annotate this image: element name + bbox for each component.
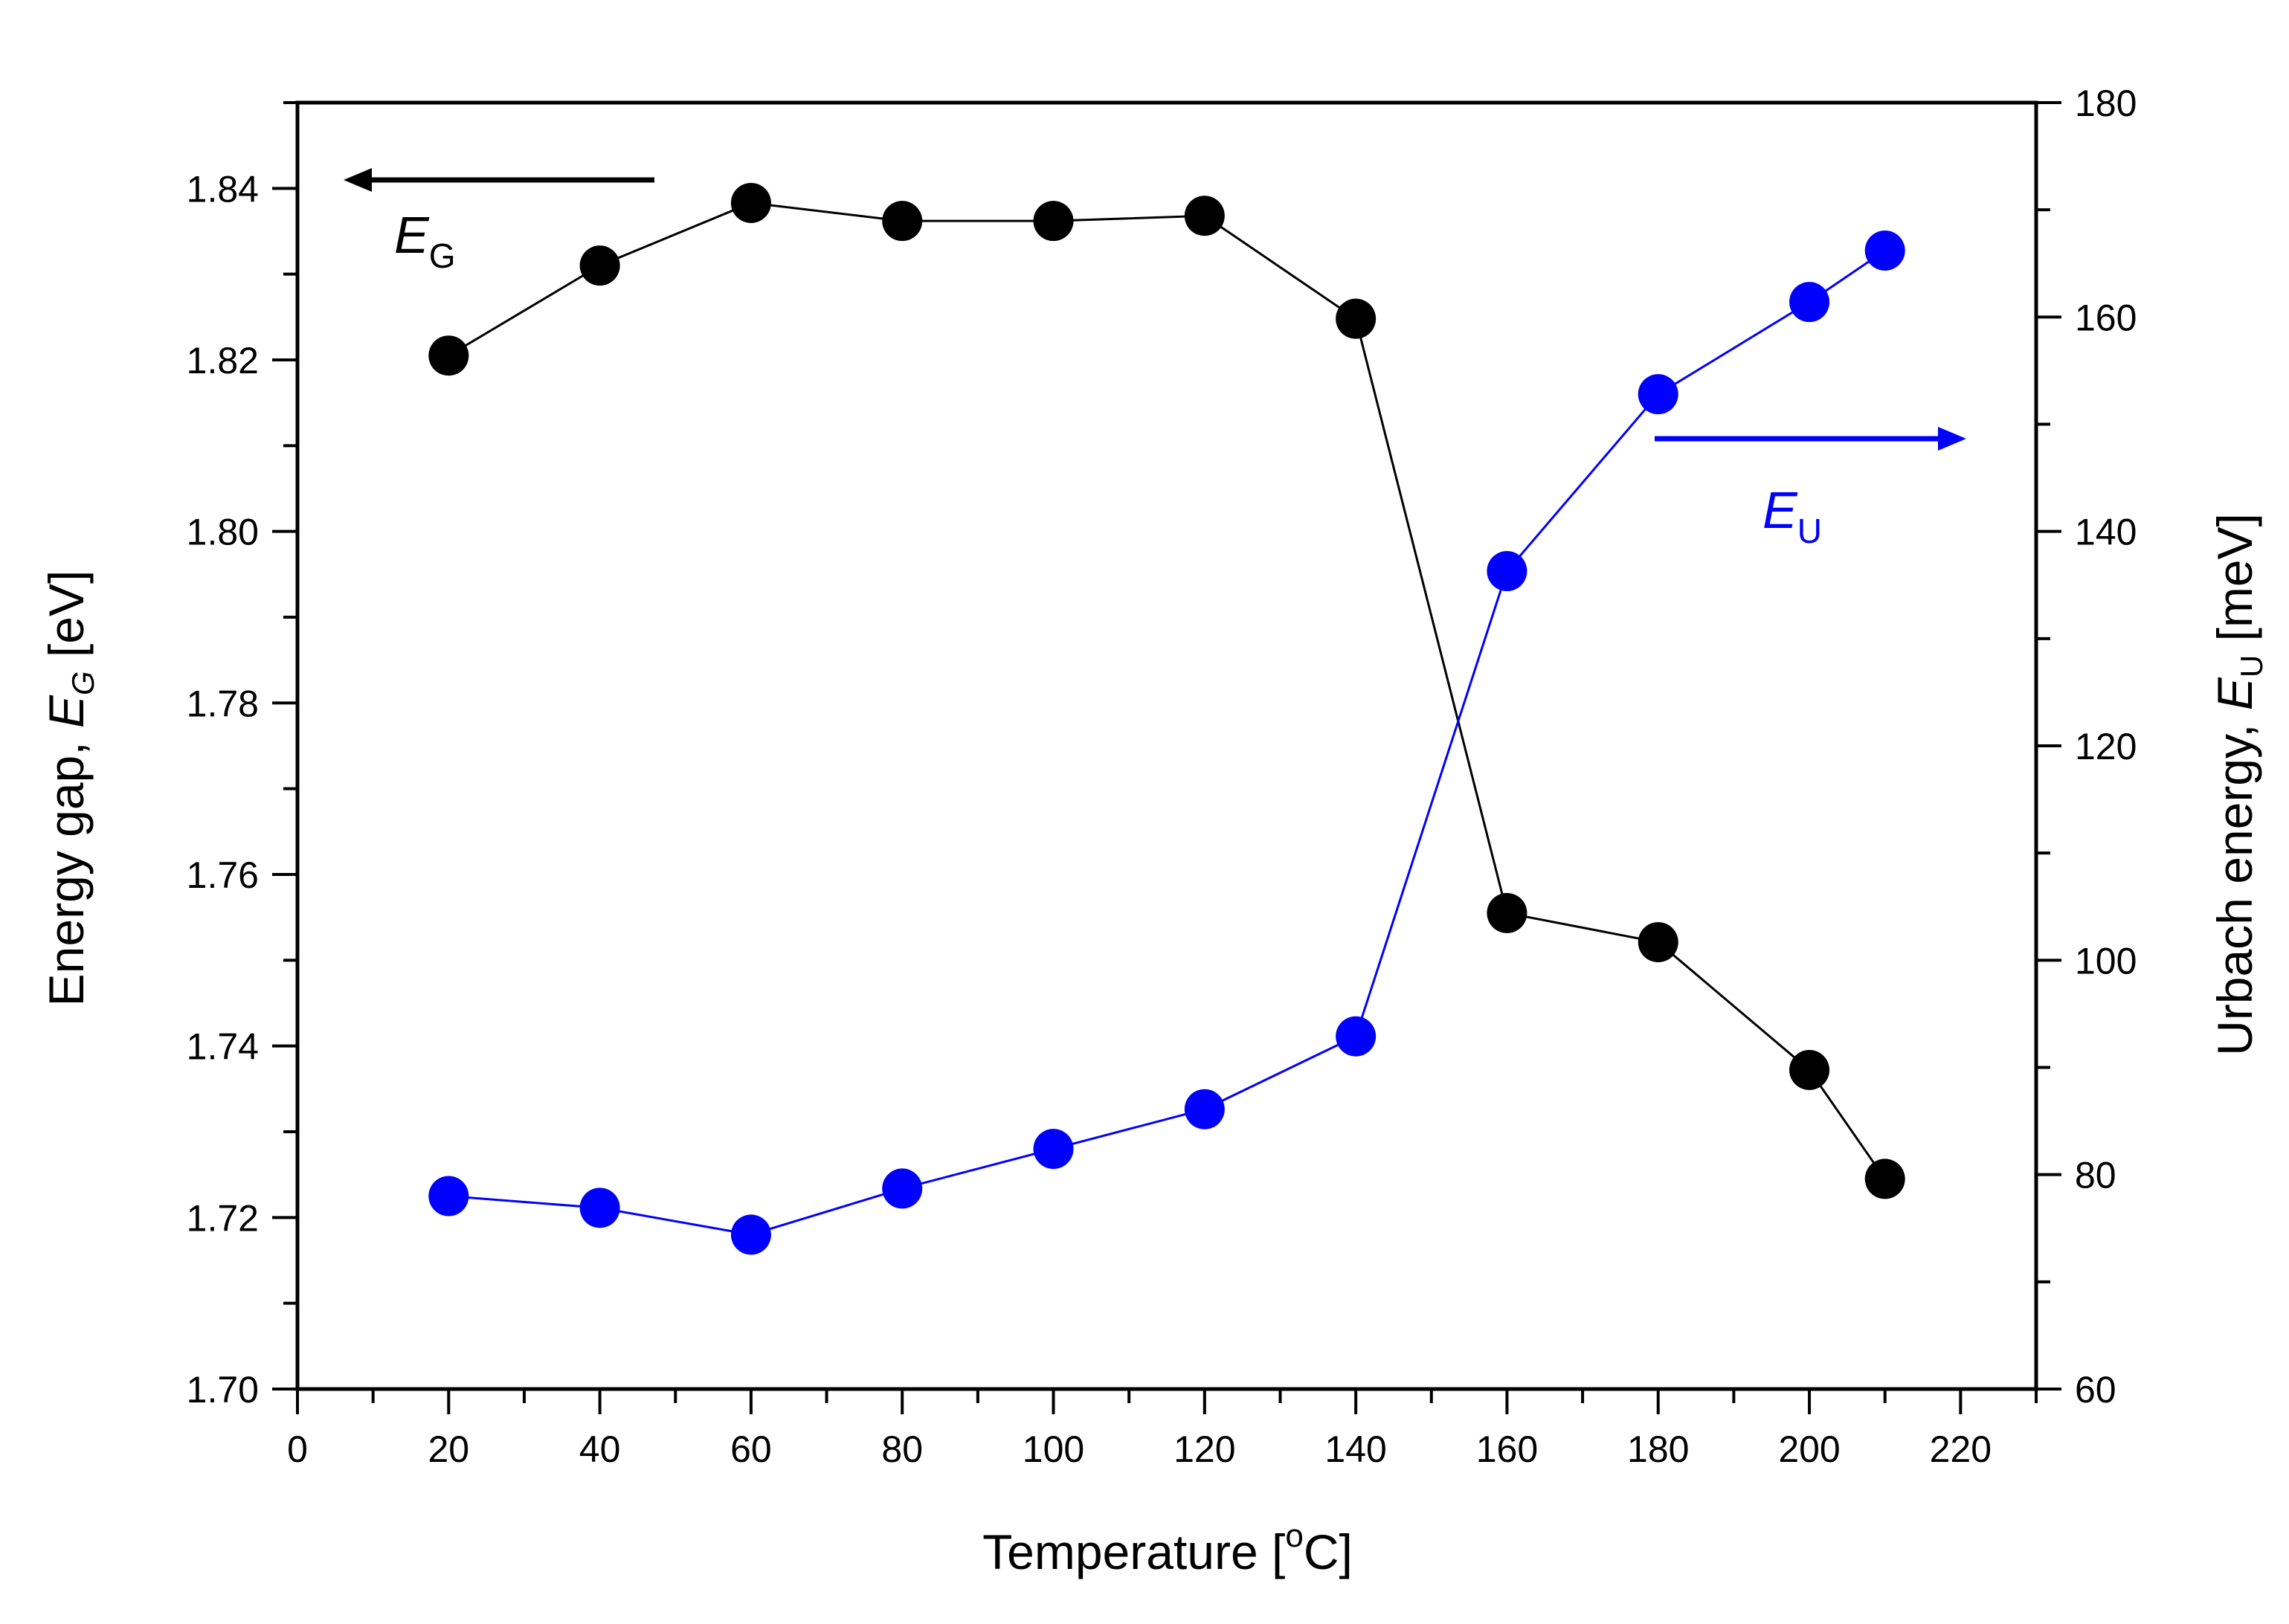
x-tick-label: 140 [1324, 1428, 1386, 1470]
y-axis-right-title-symbol: E [2207, 677, 2262, 710]
x-tick-label: 20 [428, 1428, 469, 1470]
x-tick-label: 200 [1778, 1428, 1840, 1470]
y-left-tick-label: 1.78 [187, 683, 259, 724]
y-axis-right-title: Urbach energy, EU [meV] [2207, 513, 2269, 1056]
plot-area: 0 20 40 60 80 100 120 140 160 180 200 220 1.70 1.72 1.… [187, 83, 2137, 1470]
data-point-e-g [428, 335, 469, 376]
data-point-e-g [1789, 1049, 1830, 1090]
y-right-tick-label: 120 [2075, 726, 2137, 767]
x-tick-label: 100 [1023, 1428, 1084, 1470]
data-point-e-g [1184, 196, 1225, 236]
y-axis-left-title-main: Energy gap, [39, 728, 94, 1006]
x-tick-label: 220 [1930, 1428, 1992, 1470]
x-axis-title: Temperature [oC] [982, 1518, 1353, 1579]
y-axis-right-title-tail: [meV] [2207, 513, 2262, 655]
y-left-tick-label: 1.84 [187, 168, 259, 210]
data-point-e-u [1336, 1016, 1377, 1057]
eu-annotation-symbol: E [1762, 481, 1798, 539]
y-right-tick-label: 60 [2075, 1369, 2116, 1411]
data-point-e-u [1638, 374, 1678, 415]
data-point-e-g [1033, 201, 1074, 242]
y-right-tick-label: 140 [2075, 512, 2137, 553]
eg-annotation-symbol: E [394, 206, 430, 264]
y-left-tick-label: 1.82 [187, 340, 259, 381]
y-left-tick-label: 1.76 [187, 854, 259, 896]
y-axis-left-title-symbol: E [39, 695, 94, 728]
data-point-e-u [1033, 1129, 1074, 1170]
data-point-e-u [428, 1176, 469, 1217]
y-right-tick-label: 160 [2075, 297, 2137, 338]
x-tick-label: 180 [1627, 1428, 1689, 1470]
data-point-e-u [1184, 1089, 1225, 1130]
eu-annotation-sub: U [1797, 512, 1822, 550]
x-tick-label: 120 [1174, 1428, 1235, 1470]
eg-annotation-label: EG [394, 206, 455, 275]
data-point-e-g [1487, 892, 1527, 933]
y-axis-left-title: Energy gap, EG [eV] [39, 570, 100, 1007]
data-point-e-g [1638, 922, 1678, 963]
eu-annotation-label: EU [1762, 481, 1822, 550]
data-point-e-g [579, 245, 620, 286]
y-left-tick-label: 1.80 [187, 512, 259, 553]
data-point-e-u [579, 1188, 620, 1228]
data-point-e-g [1336, 298, 1377, 339]
y-left-tick-label: 1.70 [187, 1369, 259, 1411]
x-tick-label: 80 [881, 1428, 923, 1470]
x-tick-label: 40 [579, 1428, 621, 1470]
eg-annotation-arrow-head [344, 168, 372, 192]
y-axis-left-title-sub: G [65, 671, 100, 695]
eu-annotation-arrow-head [1938, 427, 1966, 451]
y-left-tick-label: 1.74 [187, 1026, 259, 1068]
y-right-tick-label: 180 [2075, 83, 2137, 124]
data-point-e-u [1864, 230, 1905, 271]
data-point-e-u [1487, 551, 1527, 592]
x-tick-label: 0 [287, 1428, 308, 1470]
x-tick-label: 160 [1476, 1428, 1538, 1470]
x-axis-title-tail: C] [1304, 1524, 1353, 1579]
data-point-e-g [1864, 1159, 1905, 1199]
data-point-e-g [882, 201, 923, 242]
y-right-tick-label: 80 [2075, 1155, 2116, 1196]
data-point-e-u [730, 1214, 771, 1255]
x-tick-label: 60 [730, 1428, 772, 1470]
y-axis-right-title-main: Urbach energy, [2207, 710, 2262, 1056]
y-right-tick-label: 100 [2075, 940, 2137, 982]
x-axis-title-sup: o [1285, 1518, 1303, 1554]
y-axis-left-title-tail: [eV] [39, 570, 94, 671]
x-axis-title-main: Temperature [ [982, 1524, 1285, 1579]
data-point-e-u [1789, 282, 1830, 323]
y-left-tick-label: 1.72 [187, 1197, 259, 1239]
data-point-e-u [882, 1168, 923, 1209]
y-axis-right-title-sub: U [2234, 655, 2269, 677]
eg-annotation-sub: G [429, 236, 456, 275]
data-point-e-g [730, 182, 771, 223]
